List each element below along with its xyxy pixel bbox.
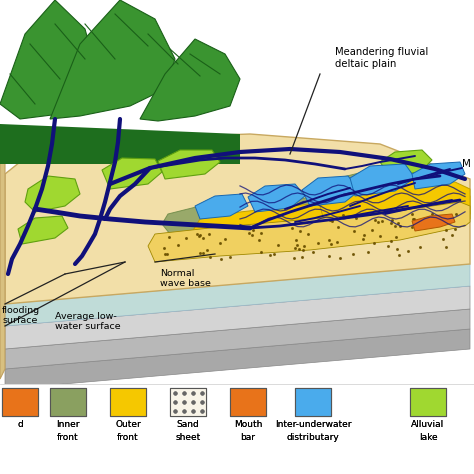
Text: sheet: sheet xyxy=(175,433,201,442)
Polygon shape xyxy=(148,202,470,262)
Polygon shape xyxy=(248,184,305,212)
Text: bar: bar xyxy=(240,433,255,442)
Polygon shape xyxy=(192,189,470,254)
Text: lake: lake xyxy=(419,433,438,442)
Polygon shape xyxy=(350,164,415,196)
Polygon shape xyxy=(158,150,220,179)
Polygon shape xyxy=(412,214,455,231)
Polygon shape xyxy=(102,158,162,189)
Polygon shape xyxy=(50,0,175,119)
Text: flooding
surface: flooding surface xyxy=(2,306,40,325)
Bar xyxy=(410,388,446,416)
Text: d: d xyxy=(17,420,23,429)
Bar xyxy=(0,384,474,474)
Polygon shape xyxy=(320,179,470,239)
Text: front: front xyxy=(57,433,79,442)
Text: Sand: Sand xyxy=(177,420,200,429)
Polygon shape xyxy=(380,150,432,176)
Polygon shape xyxy=(302,176,360,206)
Text: Average low-
water surface: Average low- water surface xyxy=(55,312,120,331)
Polygon shape xyxy=(0,0,100,119)
Bar xyxy=(2,388,38,416)
Bar xyxy=(2,388,38,416)
Bar xyxy=(50,388,86,416)
Bar xyxy=(230,388,266,416)
Bar xyxy=(230,388,266,416)
Bar xyxy=(410,388,446,416)
Bar xyxy=(295,388,331,416)
Polygon shape xyxy=(162,206,235,234)
Polygon shape xyxy=(5,329,470,389)
Bar xyxy=(295,388,331,416)
Text: front: front xyxy=(117,433,139,442)
Text: front: front xyxy=(57,433,79,442)
Text: Outer: Outer xyxy=(115,420,141,429)
Polygon shape xyxy=(140,39,240,121)
Text: distributary: distributary xyxy=(287,433,339,442)
Bar xyxy=(50,388,86,416)
Polygon shape xyxy=(0,124,240,164)
Polygon shape xyxy=(25,176,80,212)
Text: Mouth: Mouth xyxy=(234,420,262,429)
Bar xyxy=(110,388,146,416)
Text: Normal
wave base: Normal wave base xyxy=(160,269,211,288)
Polygon shape xyxy=(0,154,5,379)
Text: Outer: Outer xyxy=(115,420,141,429)
Text: bar: bar xyxy=(240,433,255,442)
Polygon shape xyxy=(195,194,248,219)
Polygon shape xyxy=(412,162,465,189)
Polygon shape xyxy=(5,286,470,349)
Polygon shape xyxy=(5,264,470,326)
Polygon shape xyxy=(320,166,440,206)
Text: Sand: Sand xyxy=(177,420,200,429)
Text: front: front xyxy=(117,433,139,442)
Bar xyxy=(170,388,206,416)
Text: sheet: sheet xyxy=(175,433,201,442)
Polygon shape xyxy=(248,189,420,242)
Text: lake: lake xyxy=(419,433,438,442)
Text: Mouth: Mouth xyxy=(234,420,262,429)
Polygon shape xyxy=(5,309,470,369)
Polygon shape xyxy=(18,216,68,244)
Text: distributary: distributary xyxy=(287,433,339,442)
Text: Inter-underwater: Inter-underwater xyxy=(275,420,351,429)
Text: Meandering fluvial
deltaic plain: Meandering fluvial deltaic plain xyxy=(335,47,428,69)
Text: Inter-underwater: Inter-underwater xyxy=(275,420,351,429)
Text: Inner: Inner xyxy=(56,420,80,429)
Bar xyxy=(170,388,206,416)
Text: d: d xyxy=(17,420,23,429)
Text: M: M xyxy=(462,159,471,169)
Text: Alluvial: Alluvial xyxy=(411,420,445,429)
Polygon shape xyxy=(5,134,470,304)
Text: Alluvial: Alluvial xyxy=(411,420,445,429)
Text: Inner: Inner xyxy=(56,420,80,429)
Bar xyxy=(110,388,146,416)
